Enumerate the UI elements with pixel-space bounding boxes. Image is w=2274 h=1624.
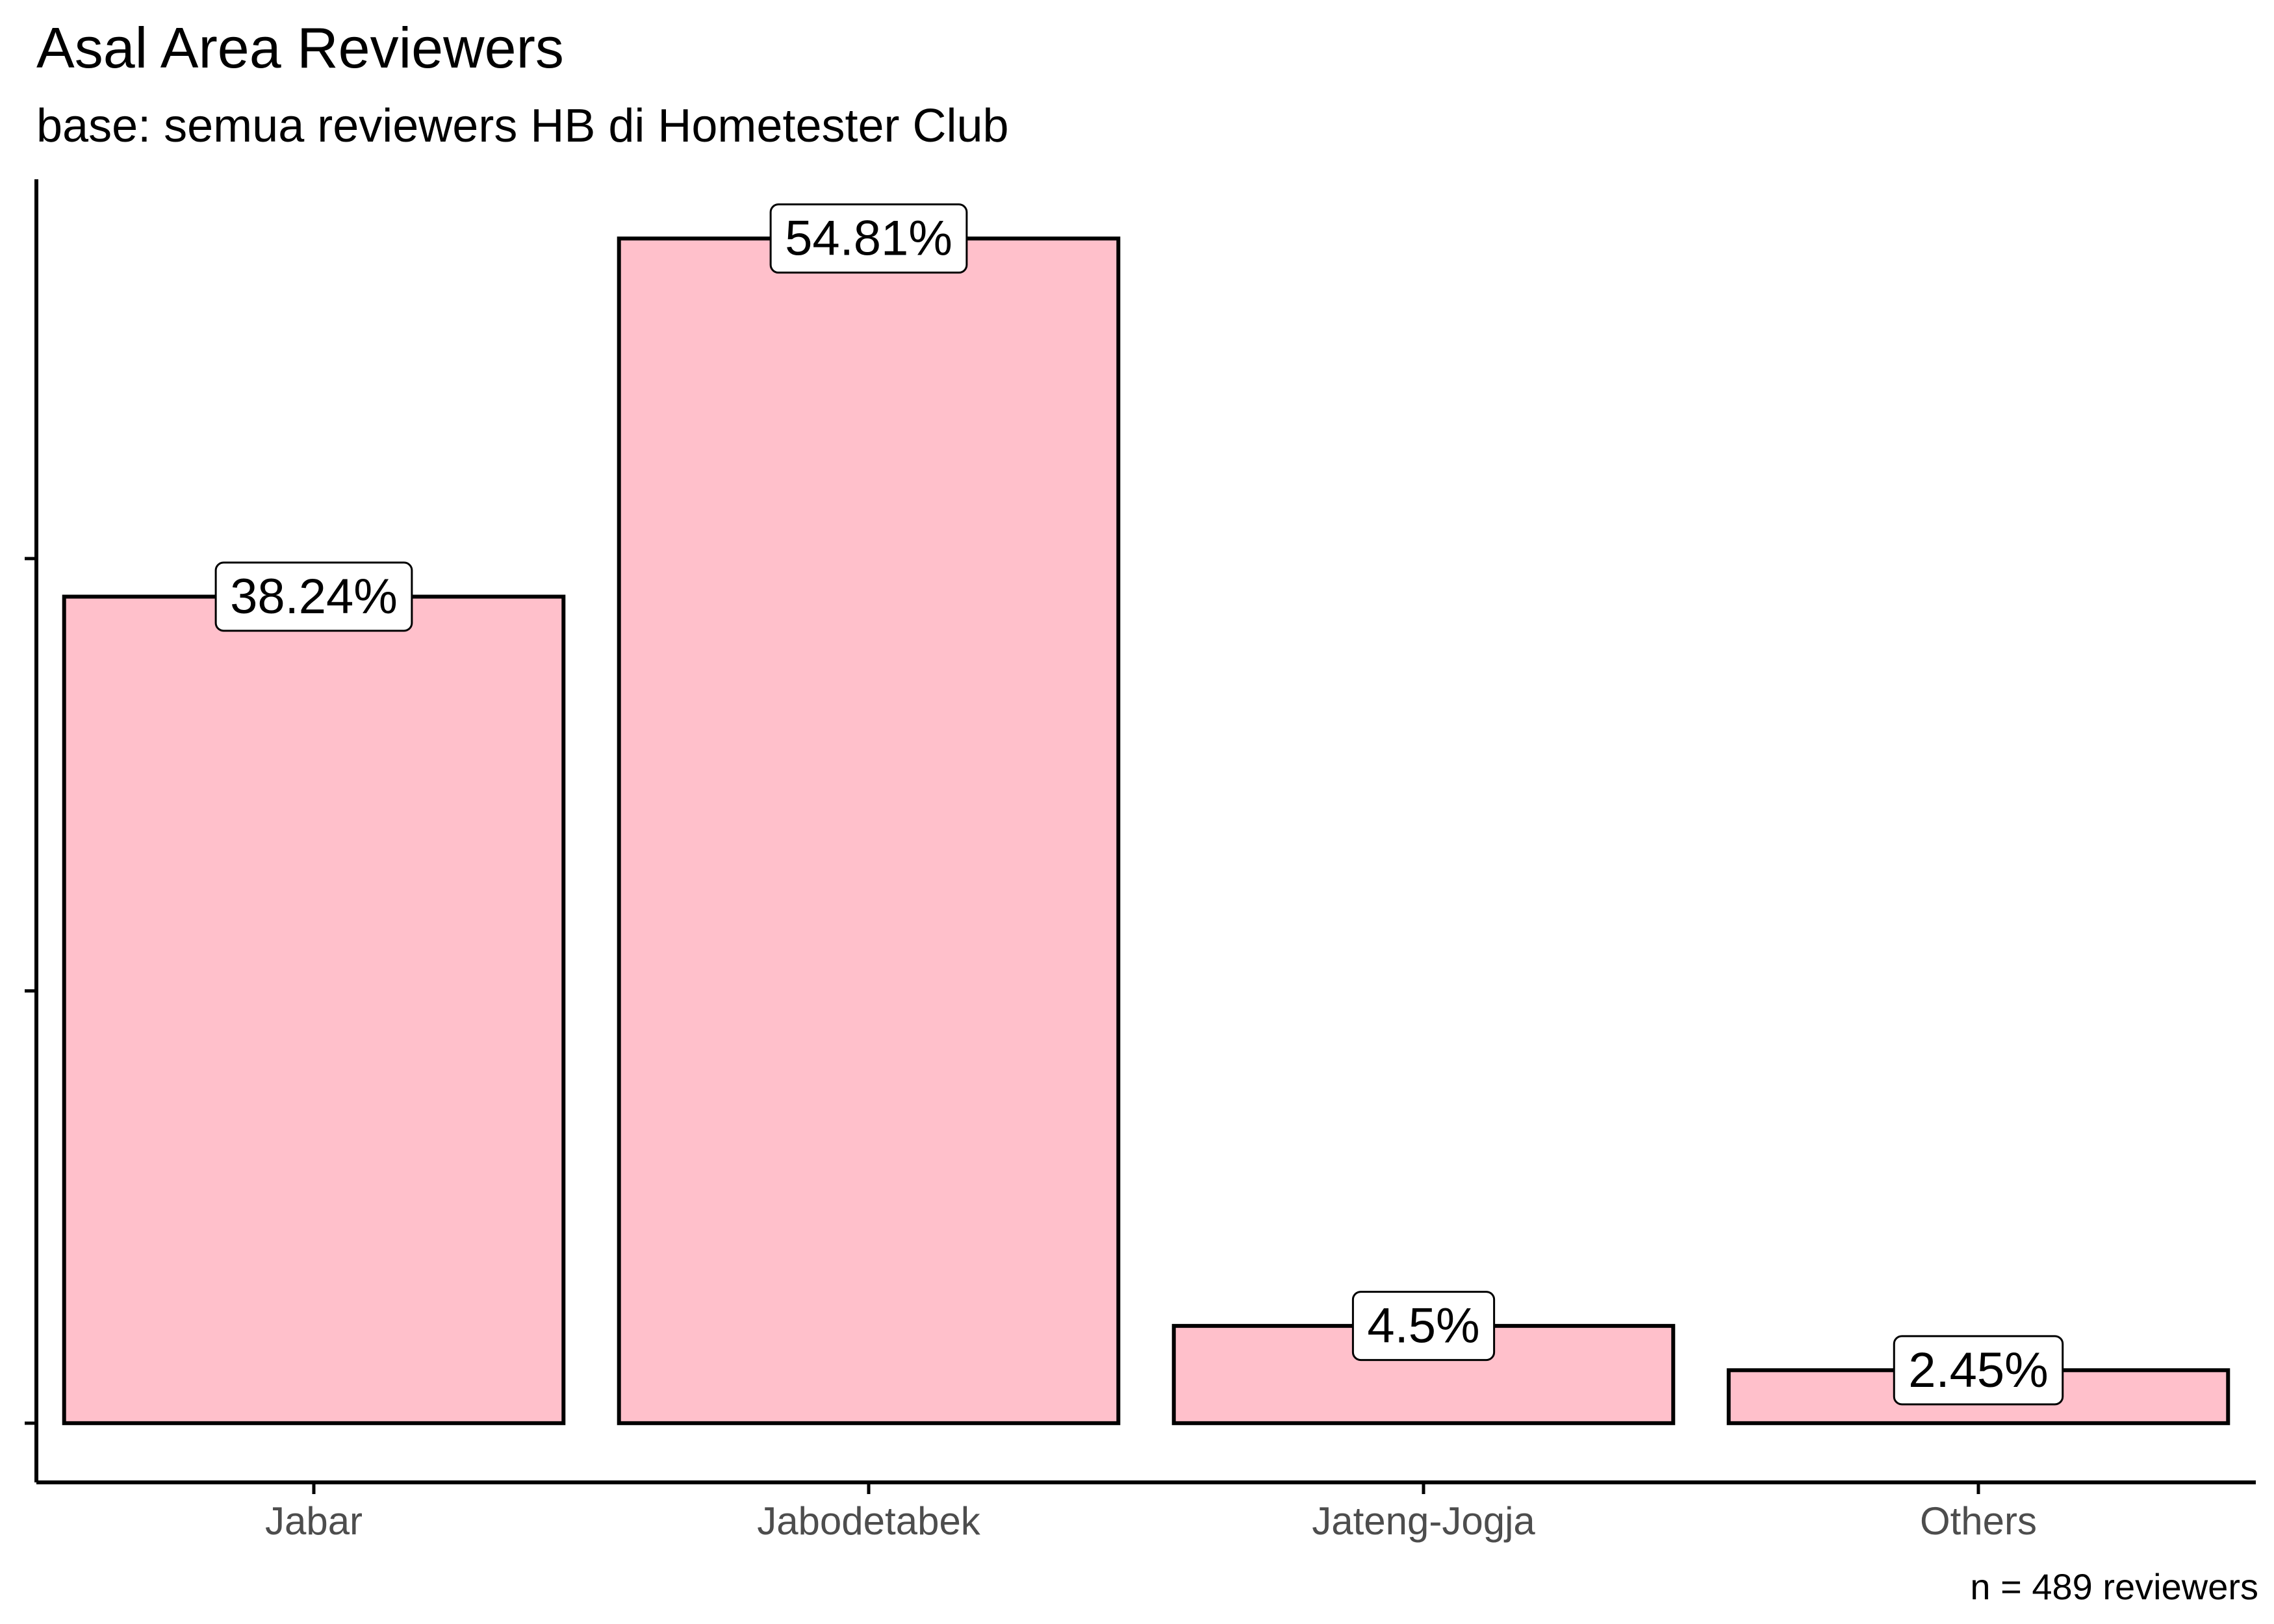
data-label-box (1351, 1291, 1496, 1362)
data-label: 54.81% (785, 211, 952, 266)
x-tick-label: Jabar (265, 1499, 363, 1543)
data-label-box (214, 561, 413, 632)
data-label: 4.5% (1367, 1299, 1479, 1354)
chart-title: Asal Area Reviewers (36, 16, 564, 80)
chart-caption: n = 489 reviewers (1970, 1566, 2258, 1607)
data-label-group: 54.81% (769, 203, 968, 274)
data-label-group: 38.24% (214, 561, 413, 632)
chart-subtitle: base: semua reviewers HB di Hometester C… (36, 100, 1009, 152)
data-label-group: 4.5% (1351, 1291, 1496, 1362)
x-tick-label: Jabodetabek (757, 1499, 981, 1543)
bar-jabodetabek (617, 236, 1121, 1425)
x-tick-label: Jateng-Jogja (1312, 1499, 1535, 1543)
axes-layer: Jabar Jabodetabek Jateng-Jogja Others (25, 179, 2256, 1543)
data-label: 2.45% (1908, 1343, 2049, 1398)
bar-jabar (62, 594, 566, 1425)
data-labels-layer: 38.24% 54.81% 4.5% 2.45% (214, 203, 2064, 1406)
x-tick-label: Others (1920, 1499, 2037, 1543)
data-label-group: 2.45% (1893, 1335, 2064, 1406)
data-label-box (1893, 1335, 2064, 1406)
data-label-box (769, 203, 968, 274)
data-label: 38.24% (230, 569, 398, 624)
bars-layer (62, 236, 2230, 1425)
